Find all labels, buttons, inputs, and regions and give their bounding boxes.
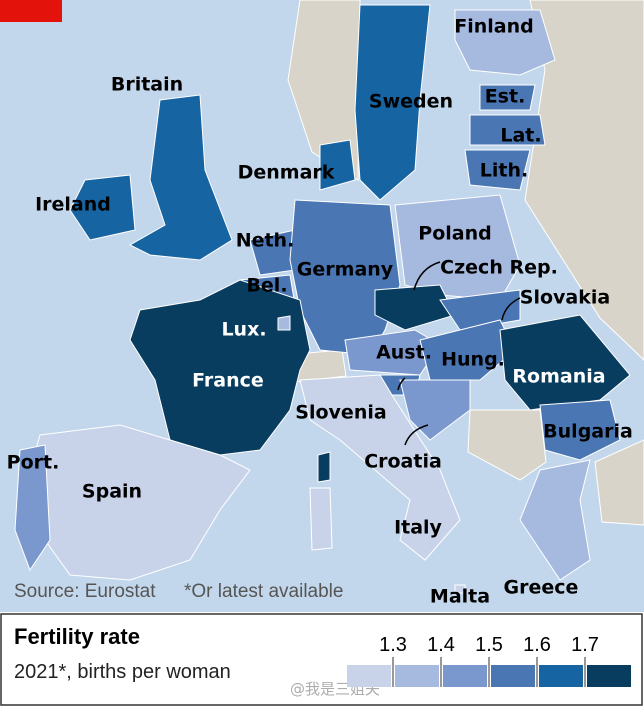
labels: Finland Sweden Est. Lat. Lith. Britain Ireland… [7,16,633,608]
country-label: Aust. [376,342,432,364]
legend: 1.3 1.4 1.5 1.6 1.7 [347,634,631,687]
country-label: Malta [430,586,490,608]
legend-tick-label: 1.5 [475,634,503,656]
country-label: Lux. [221,319,266,341]
country-label: Slovenia [295,402,386,424]
country-shape [309,487,333,551]
country-label: Spain [82,481,142,503]
source: Source: Eurostat [14,581,156,602]
legend-tick-label: 1.6 [523,634,551,656]
country-label: Hung. [441,349,505,371]
countries [14,4,631,594]
non-eu-land [284,0,644,526]
pointer [501,297,521,321]
country-shape [464,149,531,191]
country-label: Denmark [238,162,335,184]
country-shape [539,399,621,461]
country-shape [299,374,461,561]
brand-bar [0,0,62,22]
country-label: Romania [512,366,605,388]
legend-swatch [443,665,487,687]
country-shape [519,459,591,581]
country-shape [394,194,521,301]
country-label: Est. [485,86,526,108]
country-shape [14,444,51,572]
country-shape [354,4,431,201]
legend-tick-label: 1.3 [379,634,407,656]
country-shape [317,451,331,483]
eastern-land [524,0,644,361]
country-label: Poland [418,223,491,245]
country-label: Neth. [236,230,295,252]
country-shape [454,584,466,594]
country-shape [454,9,556,76]
legend-swatch [395,665,439,687]
turkey [594,439,644,526]
country-shape [479,84,536,111]
country-label: Bulgaria [543,421,633,443]
country-label: Germany [297,259,394,281]
country-label: France [192,370,264,392]
country-label: Finland [454,16,533,38]
subtitle: 2021*, births per woman [14,661,231,683]
country-label: Lith. [480,160,528,182]
legend-swatch [347,665,391,687]
country-label: Greece [504,577,579,599]
country-label: Port. [7,452,60,474]
country-label: Sweden [369,91,453,113]
country-label: Britain [111,74,183,96]
country-label: Ireland [35,194,111,216]
country-label: Lat. [500,125,541,147]
title: Fertility rate [14,624,140,649]
country-label: Bel. [246,275,287,297]
legend-swatch [539,665,583,687]
country-shape [374,284,456,331]
footnote: *Or latest available [184,581,343,602]
country-shape [319,139,356,191]
country-label: Italy [394,517,442,539]
legend-tick-label: 1.4 [427,634,455,656]
country-shape [69,174,136,241]
legend-panel [0,613,643,706]
pointer [397,377,406,391]
legend-tick-label: 1.7 [571,634,599,656]
country-shape [399,379,471,441]
legend-swatch [491,665,535,687]
country-label: Croatia [364,451,442,473]
country-shape [419,319,516,381]
country-shape [277,315,291,331]
pointer [413,261,441,291]
country-shape [469,114,546,146]
pointer [404,424,429,446]
legend-swatch [587,665,631,687]
country-label: Czech Rep. [440,257,558,279]
country-shape [128,94,233,261]
country-shape [499,314,631,411]
country-label: Slovakia [520,287,610,309]
balkans [467,409,547,481]
country-shape [129,279,311,456]
